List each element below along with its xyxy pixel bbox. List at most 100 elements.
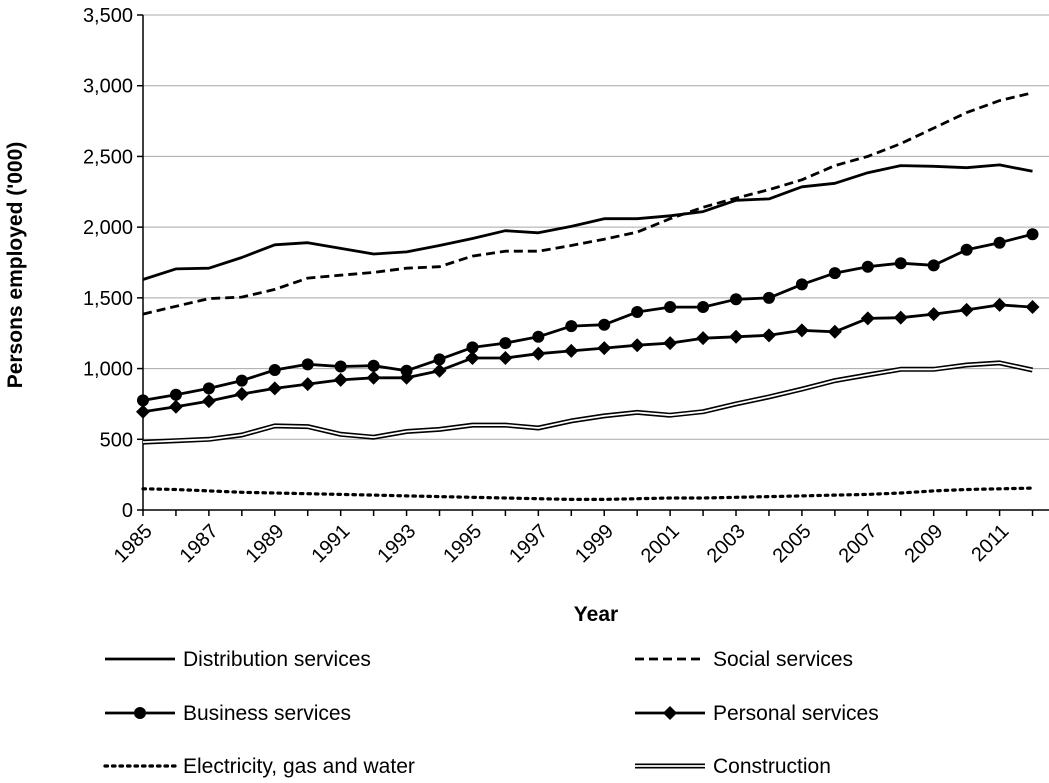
x-tick-label: 2009 [900, 520, 947, 567]
series-line [142, 91, 1033, 316]
data-point [202, 382, 215, 395]
data-point [366, 370, 381, 385]
data-point [795, 278, 808, 291]
gridlines [137, 14, 1049, 511]
data-point [134, 707, 146, 719]
data-point [663, 336, 678, 351]
data-point [860, 311, 875, 326]
data-point [664, 301, 677, 314]
data-point [532, 330, 545, 343]
x-tick-label: 1993 [373, 520, 420, 567]
series-line [142, 303, 1033, 414]
data-point [136, 404, 150, 419]
data-point [564, 343, 579, 358]
series-line [141, 486, 1035, 501]
data-point [729, 329, 744, 344]
x-axis-tick-labels: 1985 1987 1989 1991 1993 1995 1997 1999 2001 2003… [110, 510, 1034, 567]
data-point [267, 381, 282, 396]
x-tick-label: 1995 [439, 520, 486, 567]
x-tick-label: 2001 [637, 520, 684, 567]
x-tick-label: 1985 [110, 520, 157, 567]
data-point [761, 328, 776, 343]
series-line [142, 163, 1033, 281]
x-axis-title: Year [574, 603, 618, 626]
data-point [234, 387, 249, 402]
legend-label: Electricity, gas and water [183, 755, 415, 778]
data-point [730, 293, 743, 306]
data-point [531, 346, 546, 361]
y-axis-title: Persons employed ('000) [4, 142, 27, 389]
x-tick-label: 2003 [703, 520, 750, 567]
data-point [300, 377, 315, 392]
data-point [631, 306, 644, 318]
data-point [1026, 228, 1039, 241]
y-tick-label: 1,500 [83, 288, 133, 310]
x-tick-label: 2011 [967, 520, 1013, 566]
data-point [597, 341, 612, 356]
data-point [697, 301, 710, 314]
y-tick-label: 1,000 [83, 359, 133, 381]
legend-item: Electricity, gas and water [103, 755, 415, 778]
series-construction [142, 360, 1034, 445]
y-axis-tick-labels: 0 500 1,000 1,500 2,000 2,500 3,000 3,500 [83, 5, 133, 522]
data-point [432, 363, 447, 378]
y-tick-label: 2,500 [83, 146, 133, 168]
legend-item: Construction [635, 755, 831, 778]
data-point [696, 331, 711, 346]
data-point [334, 360, 347, 373]
legend: Distribution services Social services Busi… [103, 648, 879, 778]
legend-item: Personal services [635, 702, 879, 725]
data-point [828, 267, 841, 280]
data-point [168, 399, 183, 414]
data-point [399, 370, 414, 385]
x-tick-label: 2007 [835, 520, 882, 567]
series-business-services [137, 228, 1039, 407]
data-point [268, 363, 281, 376]
data-point [565, 320, 578, 333]
x-tick-label: 2005 [769, 520, 816, 567]
series-line-inner [142, 362, 1033, 443]
y-tick-label: 0 [122, 500, 133, 522]
data-point [926, 307, 941, 322]
legend-label: Personal services [713, 702, 879, 725]
series-personal-services [136, 297, 1040, 419]
data-point [235, 374, 248, 387]
legend-label: Construction [713, 755, 831, 778]
data-point [663, 706, 677, 720]
legend-label: Social services [713, 648, 853, 671]
series-lines [136, 91, 1040, 501]
data-point [466, 341, 479, 354]
data-point [1025, 300, 1040, 315]
data-point [169, 388, 182, 401]
x-tick-label: 1999 [571, 520, 618, 567]
x-tick-label: 1997 [505, 520, 552, 567]
y-tick-label: 500 [100, 429, 133, 451]
series-line [142, 232, 1033, 402]
data-point [333, 372, 348, 387]
data-point [993, 236, 1006, 249]
legend-item: Distribution services [105, 648, 371, 671]
data-point [465, 350, 480, 365]
data-point [959, 302, 974, 317]
legend-label: Distribution services [183, 648, 371, 671]
x-tick-label: 1987 [176, 520, 223, 567]
data-point [762, 291, 775, 304]
data-point [960, 243, 973, 256]
series-electricity-gas-and-water [141, 486, 1035, 501]
data-point [367, 359, 380, 372]
y-tick-label: 3,000 [83, 76, 133, 98]
axes [142, 15, 1049, 511]
data-point [400, 364, 413, 377]
y-tick-label: 2,000 [83, 217, 133, 239]
data-point [827, 324, 842, 339]
data-point [992, 297, 1007, 312]
y-tick-label: 3,500 [83, 5, 133, 27]
legend-item: Business services [105, 702, 351, 725]
data-point [137, 394, 149, 407]
data-point [201, 394, 216, 409]
data-point [499, 337, 512, 350]
data-point [433, 353, 446, 366]
series-distribution-services [142, 163, 1033, 281]
data-point [301, 358, 314, 371]
